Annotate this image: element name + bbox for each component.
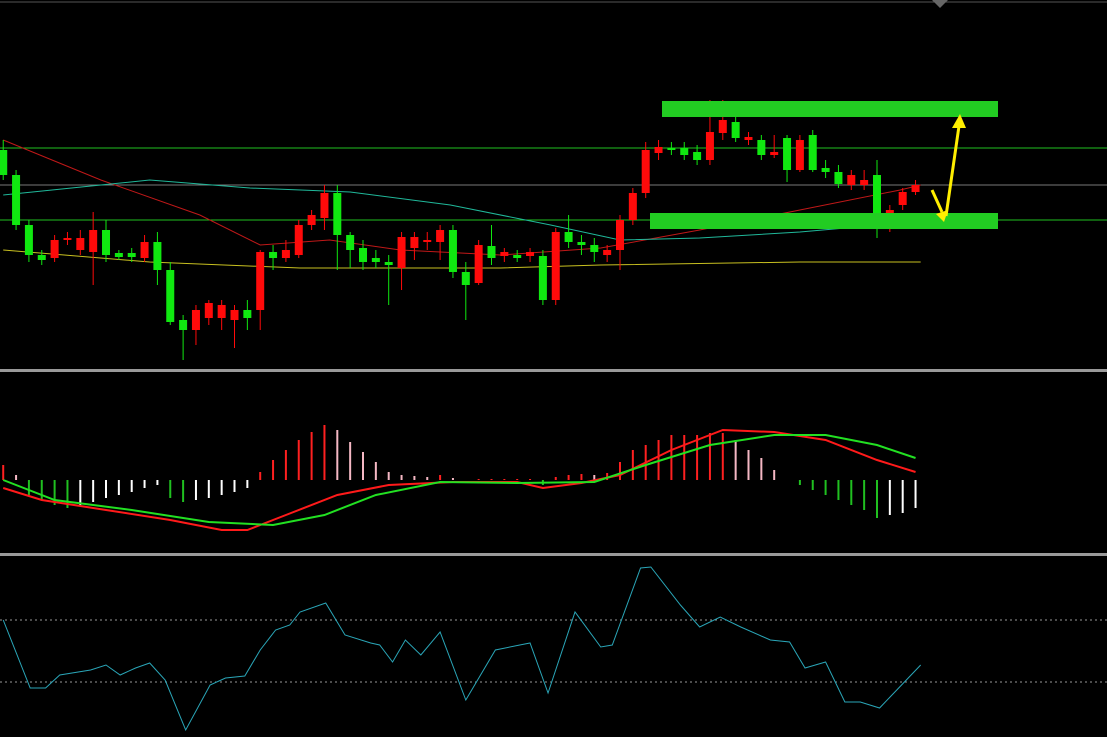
candle-body xyxy=(513,255,522,258)
lower-zone xyxy=(650,213,998,229)
candle-body xyxy=(744,137,753,140)
candle-body xyxy=(705,132,714,160)
candle-body xyxy=(551,232,560,300)
arrow-head xyxy=(952,114,966,128)
candle-body xyxy=(359,248,368,262)
candle-body xyxy=(436,230,445,242)
candle-body xyxy=(577,242,586,245)
panel-separator xyxy=(0,553,1107,556)
candle-body xyxy=(538,256,547,300)
candle-body xyxy=(911,185,920,192)
candle-body xyxy=(114,253,123,257)
candle-body xyxy=(821,168,830,172)
candle-body xyxy=(127,253,136,257)
upper-zone xyxy=(662,101,998,117)
candle-body xyxy=(76,238,85,250)
candle-body xyxy=(641,150,650,193)
candle-body xyxy=(448,230,457,272)
candle-body xyxy=(243,310,252,318)
moving-average xyxy=(3,179,880,241)
candle-body xyxy=(230,310,239,320)
arrow-up xyxy=(944,125,961,217)
candle-body xyxy=(346,235,355,250)
candle-body xyxy=(307,215,316,225)
candle-body xyxy=(166,270,175,322)
arrows xyxy=(930,114,966,222)
candle-body xyxy=(63,238,72,240)
oscillator-line xyxy=(2,566,922,732)
candle-body xyxy=(872,175,881,215)
candle-body xyxy=(757,140,766,155)
candle-body xyxy=(294,225,303,255)
candle-body xyxy=(217,305,226,318)
panel-separator xyxy=(0,369,1107,372)
candle-body xyxy=(500,252,509,256)
candle-body xyxy=(179,320,188,330)
arrow-down xyxy=(930,189,944,213)
candle-body xyxy=(140,242,149,258)
candle-body xyxy=(474,245,483,283)
candle-body xyxy=(191,310,200,330)
candle-body xyxy=(423,240,432,242)
candle-body xyxy=(808,135,817,170)
macd-line xyxy=(2,428,916,531)
candle-body xyxy=(860,180,869,185)
candle-body xyxy=(693,152,702,160)
candle-body xyxy=(50,240,59,258)
candle-body xyxy=(628,193,637,220)
candle-body xyxy=(731,122,740,138)
candle-body xyxy=(0,150,8,175)
candle-body xyxy=(564,232,573,242)
candle-body xyxy=(12,175,21,225)
candle-body xyxy=(410,237,419,248)
candle-body xyxy=(783,138,792,170)
scroll-marker xyxy=(932,0,948,8)
candle-body xyxy=(590,245,599,252)
moving-average xyxy=(3,249,921,269)
candle-body xyxy=(718,120,727,133)
candle-body xyxy=(603,250,612,255)
candle-body xyxy=(667,148,676,150)
candle-body xyxy=(384,262,393,265)
macd-line xyxy=(2,434,916,527)
candle-body xyxy=(847,175,856,185)
candle-body xyxy=(24,225,33,255)
candle-body xyxy=(89,230,98,252)
candle-body xyxy=(615,220,624,250)
candle-body xyxy=(320,193,329,218)
candle-body xyxy=(102,230,111,255)
candle-body xyxy=(680,148,689,155)
candle-body xyxy=(834,172,843,184)
candle-body xyxy=(333,193,342,235)
plot-layer xyxy=(0,100,1107,732)
candle-body xyxy=(256,252,265,310)
candle-body xyxy=(281,250,290,258)
candle-body xyxy=(397,237,406,268)
candle-body xyxy=(461,272,470,285)
candle-body xyxy=(898,192,907,205)
candle-body xyxy=(654,147,663,153)
candle-body xyxy=(487,246,496,258)
candle-body xyxy=(795,140,804,170)
candle-body xyxy=(371,258,380,262)
candle-body xyxy=(269,252,278,258)
candle-body xyxy=(204,303,213,318)
candle-body xyxy=(153,242,162,270)
candle-body xyxy=(526,252,535,256)
candle-body xyxy=(37,255,46,260)
candle-body xyxy=(770,152,779,155)
